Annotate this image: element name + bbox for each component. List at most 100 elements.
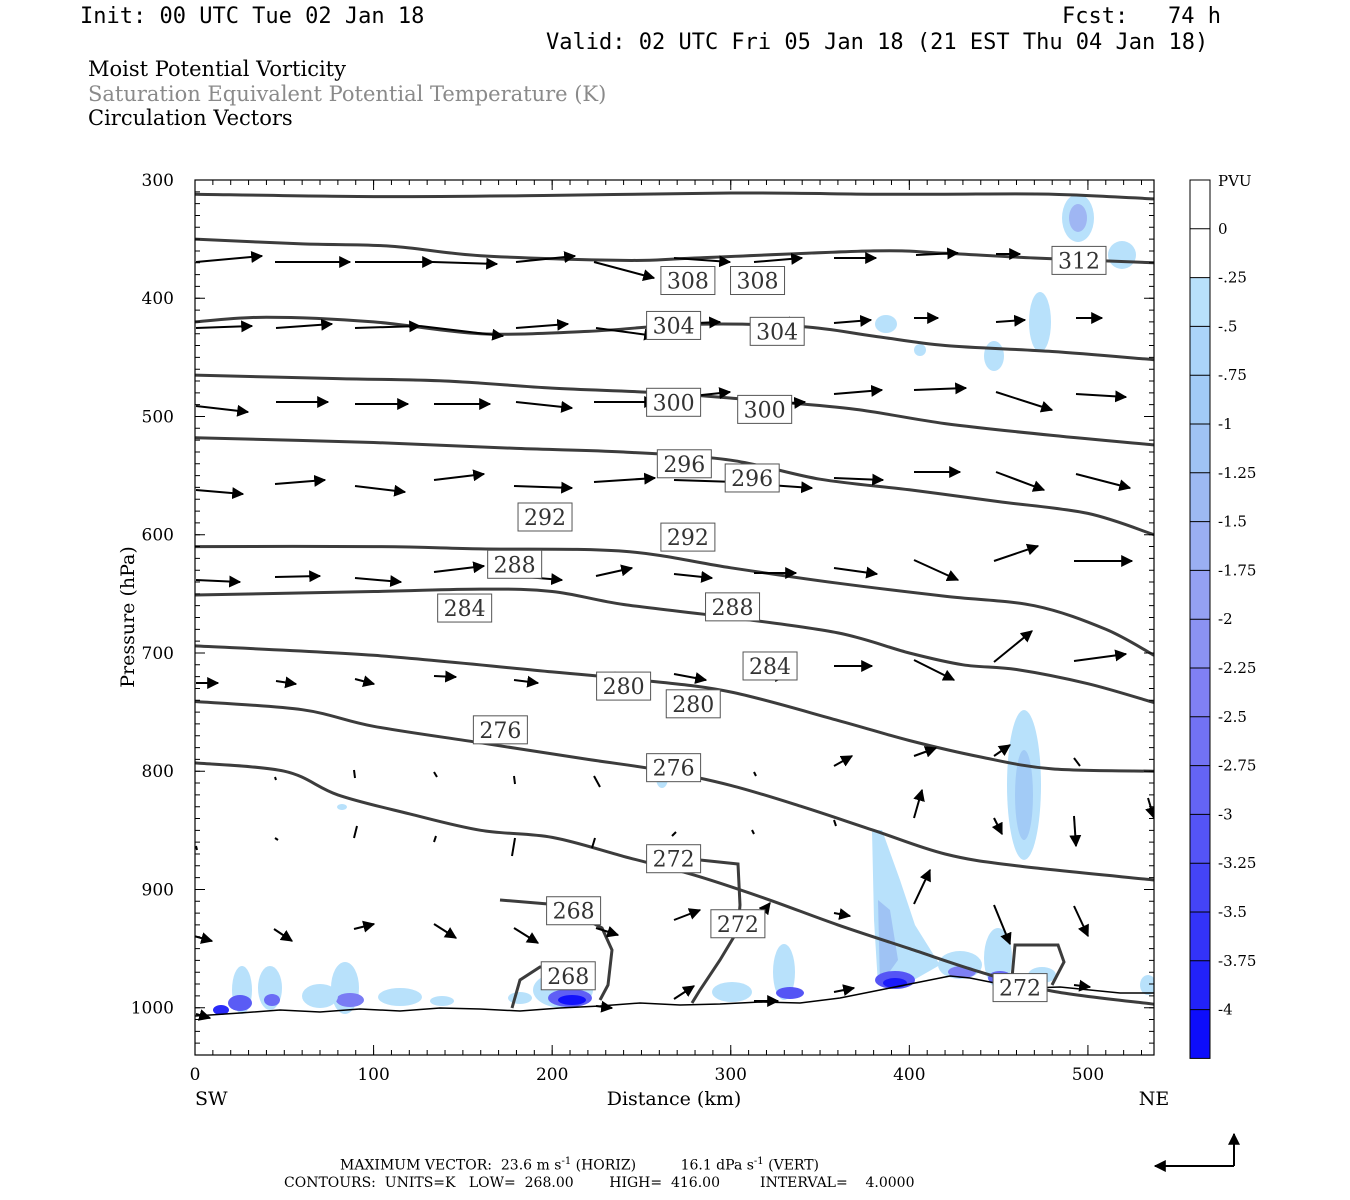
max-vert-value: 16.1 dPa s: [680, 1157, 754, 1174]
contour-label: 276: [646, 753, 702, 783]
vector: [1069, 815, 1082, 848]
colorbar-swatch: [1190, 472, 1210, 522]
x-tick-label: 100: [357, 1065, 389, 1085]
pv-blob: [712, 982, 752, 1002]
colorbar-tick-label: 0: [1218, 220, 1228, 238]
max-vector-line: MAXIMUM VECTOR: 23.6 m s-1 (HORIZ) 16.1 …: [340, 1156, 819, 1174]
pv-blob: [776, 987, 804, 999]
colorbar-tick-label: -2.75: [1218, 757, 1256, 775]
vector: [195, 487, 245, 500]
pv-blob: [264, 994, 280, 1006]
x-tick-label: 500: [1072, 1065, 1104, 1085]
vector-tick: [353, 825, 358, 839]
x-tick-label: 0: [190, 1065, 201, 1085]
x-tick-label: 200: [536, 1065, 568, 1085]
colorbar-swatch: [1190, 521, 1210, 571]
vector: [354, 675, 376, 688]
vector: [354, 484, 407, 497]
vector: [1075, 390, 1128, 403]
colorbar-swatch: [1190, 668, 1210, 717]
colorbar-tick-label: -1.25: [1218, 464, 1256, 482]
vector-tick: [671, 831, 677, 837]
vector-tick: [591, 837, 596, 849]
pv-blob: [773, 944, 795, 1000]
colorbar-tick-label: -.25: [1218, 269, 1247, 287]
vector: [595, 327, 657, 341]
vector: [433, 670, 458, 683]
vector: [195, 404, 250, 417]
vector: [433, 923, 458, 939]
contour-label-text: 296: [731, 467, 773, 492]
circulation-vectors: [195, 247, 1154, 1021]
vector: [515, 251, 577, 264]
contour-label-text: 284: [444, 597, 486, 622]
colorbar-swatch: [1190, 863, 1210, 912]
vector: [275, 676, 298, 689]
max-vector-label: MAXIMUM VECTOR:: [340, 1157, 492, 1174]
contour-label-text: 276: [479, 719, 521, 744]
contour-label-text: 288: [494, 553, 536, 578]
vector: [673, 570, 714, 583]
contour-label: 272: [710, 909, 766, 939]
contour-label: 296: [724, 463, 780, 493]
vector-tick: [274, 776, 277, 781]
vector: [513, 481, 574, 494]
reference-arrow: [1153, 1132, 1240, 1172]
axes: 300 400 500 600 700 800 900 1000 0 100 200 300 400 50…: [131, 171, 1154, 1085]
vector: [354, 320, 422, 333]
vector-tick: [433, 835, 437, 843]
vector: [432, 257, 499, 270]
horiz-exponent: -1: [561, 1156, 572, 1167]
colorbar-swatch: [1190, 277, 1210, 327]
contour-label: 308: [730, 266, 786, 296]
vector: [1073, 979, 1092, 992]
colorbar-swatch: [1190, 619, 1210, 668]
vector: [1073, 649, 1128, 662]
vector-tick: [353, 769, 356, 779]
vector-tick: [1073, 757, 1081, 767]
vector-tick: [195, 845, 198, 851]
contour-line-284: [195, 644, 1154, 773]
vector: [833, 473, 885, 486]
vector: [274, 570, 322, 583]
colorbar-swatch: [1190, 180, 1210, 229]
vector: [1075, 473, 1132, 492]
vector: [993, 904, 1012, 946]
contour-label: 268: [540, 961, 596, 991]
y-tick-label: 300: [142, 171, 174, 191]
pv-blob: [875, 315, 897, 333]
sw-label: SW: [195, 1088, 228, 1110]
vector: [274, 474, 327, 487]
contour-label-text: 268: [553, 900, 595, 925]
vector: [433, 561, 486, 574]
vector-tick: [433, 771, 438, 778]
contour-label-text: 276: [653, 757, 695, 782]
contour-label: 292: [517, 502, 573, 532]
pv-blob: [302, 984, 338, 1008]
vector: [515, 318, 570, 331]
pv-blob: [1069, 204, 1087, 232]
vector: [1145, 797, 1154, 820]
colorbar-tick-label: -1: [1218, 415, 1233, 433]
vector: [995, 314, 1027, 327]
contour-line-292: [195, 544, 1154, 657]
vector: [913, 382, 968, 395]
pv-blob: [1029, 292, 1051, 352]
colorbar-tick-label: -2.25: [1218, 659, 1256, 677]
contour-label-text: 300: [744, 398, 786, 423]
vector: [513, 927, 540, 944]
vector: [833, 984, 856, 997]
contour-label: 284: [742, 651, 798, 681]
contour-label-text: 312: [1058, 249, 1100, 274]
vector: [433, 469, 486, 482]
vector: [593, 472, 657, 485]
contour-label-text: 280: [672, 693, 714, 718]
pv-blob: [1108, 241, 1136, 269]
vector-tick: [274, 837, 279, 841]
vector: [595, 926, 620, 938]
vector: [993, 630, 1033, 663]
vector: [1073, 905, 1089, 938]
vert-exponent: -1: [753, 1156, 764, 1167]
vector-tick: [593, 775, 601, 788]
theta-es-contours: [195, 191, 1154, 1006]
